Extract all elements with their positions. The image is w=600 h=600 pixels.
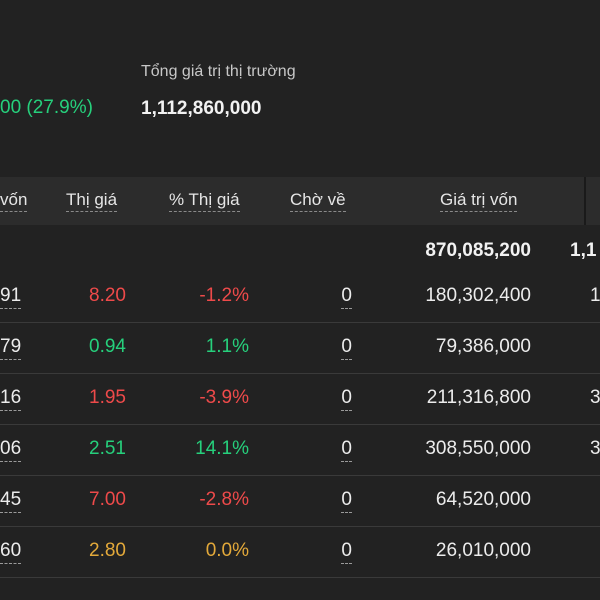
profit-loss-value: 00 (27.9%): [0, 97, 93, 118]
cell-pct-thi-gia: -2.8%: [199, 489, 249, 510]
cell-gia-tri-von: 79,386,000: [435, 336, 531, 357]
cell-next-column: 3: [590, 387, 600, 408]
market-value-label: Tổng giá trị thị trường: [141, 63, 296, 80]
cell-gia-tri-von: 180,302,400: [425, 285, 531, 306]
cell-thi-gia: 7.00: [89, 489, 126, 510]
column-header-thi-gia[interactable]: Thị giá: [66, 190, 118, 212]
cell-von: 06: [0, 438, 22, 462]
column-divider: [584, 177, 586, 225]
market-value: 1,112,860,000: [141, 98, 262, 119]
cell-cho-ve: 0: [341, 540, 352, 564]
cell-cho-ve: 0: [341, 438, 352, 462]
table-row[interactable]: 79 0.94 1.1% 0 79,386,000: [0, 323, 600, 374]
table-row[interactable]: 60 2.80 0.0% 0 26,010,000: [0, 527, 600, 578]
row-divider: [0, 526, 600, 527]
cell-cho-ve: 0: [341, 489, 352, 513]
row-divider: [0, 475, 600, 476]
cell-thi-gia: 1.95: [89, 387, 126, 408]
column-header-gia-tri-von[interactable]: Giá trị vốn: [440, 190, 518, 212]
cell-next-column: 3: [590, 438, 600, 459]
row-divider: [0, 577, 600, 578]
table-row[interactable]: 91 8.20 -1.2% 0 180,302,400 1: [0, 272, 600, 323]
cell-gia-tri-von: 308,550,000: [425, 438, 531, 459]
cell-thi-gia: 0.94: [89, 336, 126, 357]
cell-von: 60: [0, 540, 22, 564]
table-header: [0, 177, 600, 225]
cell-gia-tri-von: 211,316,800: [426, 387, 531, 408]
cell-pct-thi-gia: 1.1%: [205, 336, 249, 357]
column-header-cho-ve[interactable]: Chờ về: [290, 190, 346, 212]
cell-gia-tri-von: 26,010,000: [435, 540, 531, 561]
cell-von: 91: [0, 285, 22, 309]
column-header-von[interactable]: vốn: [0, 190, 28, 212]
cell-pct-thi-gia: -1.2%: [199, 285, 249, 306]
cell-gia-tri-von: 64,520,000: [435, 489, 531, 510]
cell-cho-ve: 0: [341, 285, 352, 309]
cell-von: 16: [0, 387, 22, 411]
cell-pct-thi-gia: -3.9%: [199, 387, 249, 408]
cell-cho-ve: 0: [341, 336, 352, 360]
table-row[interactable]: 06 2.51 14.1% 0 308,550,000 3: [0, 425, 600, 476]
cell-thi-gia: 8.20: [89, 285, 126, 306]
cell-von: 45: [0, 489, 22, 513]
cell-pct-thi-gia: 14.1%: [195, 438, 249, 459]
cell-next-column: 1: [590, 285, 600, 306]
cell-von: 79: [0, 336, 22, 360]
row-divider: [0, 322, 600, 323]
total-next-column: 1,1: [570, 240, 597, 261]
row-divider: [0, 373, 600, 374]
cell-thi-gia: 2.80: [89, 540, 126, 561]
cell-thi-gia: 2.51: [89, 438, 126, 459]
cell-pct-thi-gia: 0.0%: [205, 540, 249, 561]
column-header-pct-thi-gia[interactable]: % Thị giá: [169, 190, 240, 212]
cell-cho-ve: 0: [341, 387, 352, 411]
total-gia-tri-von: 870,085,200: [425, 240, 531, 261]
table-row[interactable]: 45 7.00 -2.8% 0 64,520,000: [0, 476, 600, 527]
table-row[interactable]: 16 1.95 -3.9% 0 211,316,800 3: [0, 374, 600, 425]
row-divider: [0, 424, 600, 425]
